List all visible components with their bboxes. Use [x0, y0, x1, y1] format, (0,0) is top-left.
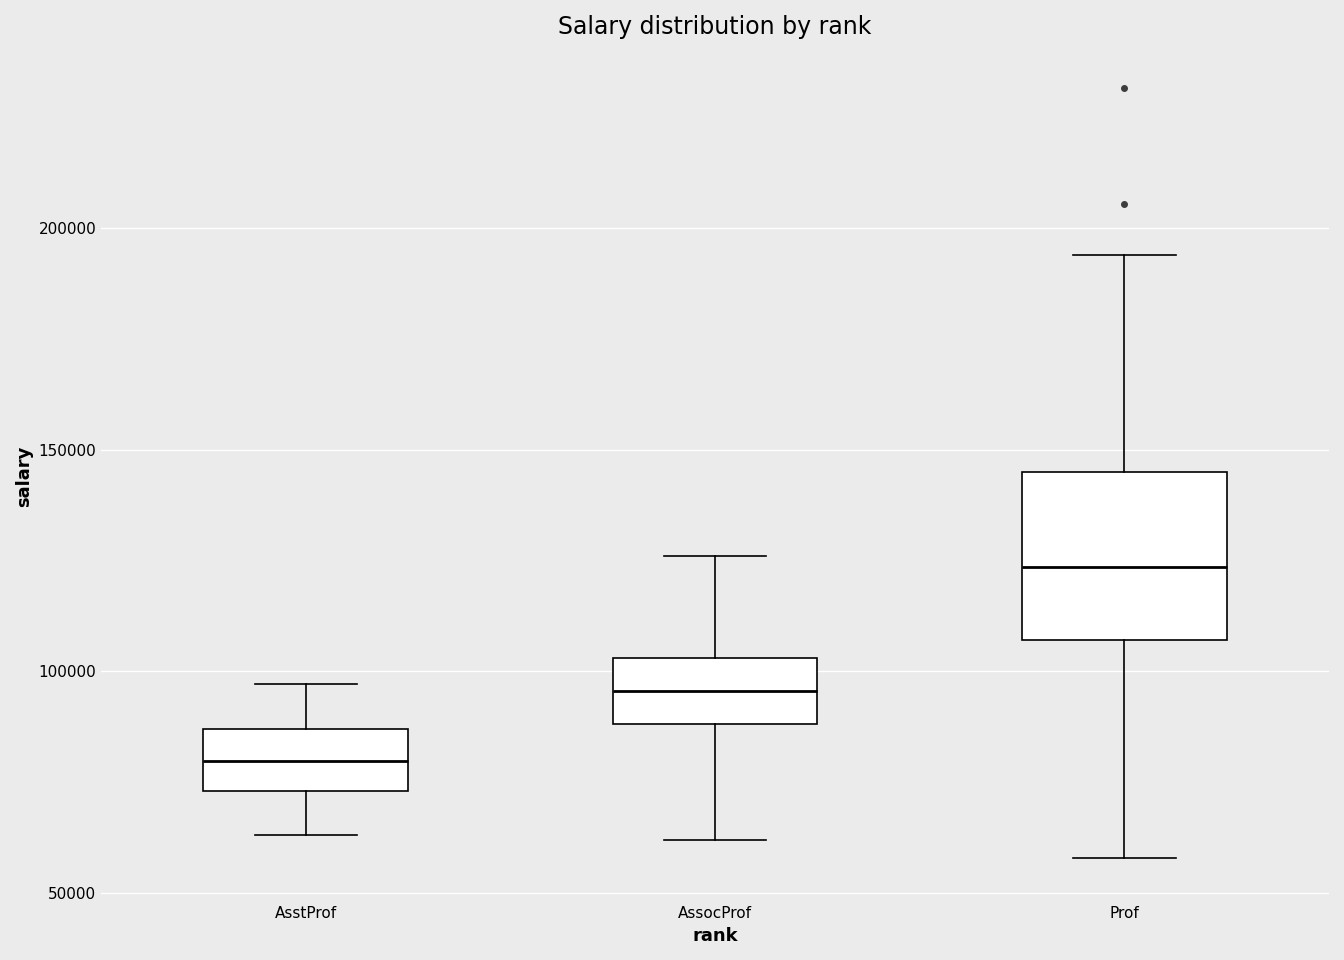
Y-axis label: salary: salary: [15, 445, 34, 507]
Title: Salary distribution by rank: Salary distribution by rank: [558, 15, 872, 39]
PathPatch shape: [613, 658, 817, 724]
X-axis label: rank: rank: [692, 927, 738, 945]
PathPatch shape: [203, 729, 409, 791]
PathPatch shape: [1021, 471, 1227, 640]
